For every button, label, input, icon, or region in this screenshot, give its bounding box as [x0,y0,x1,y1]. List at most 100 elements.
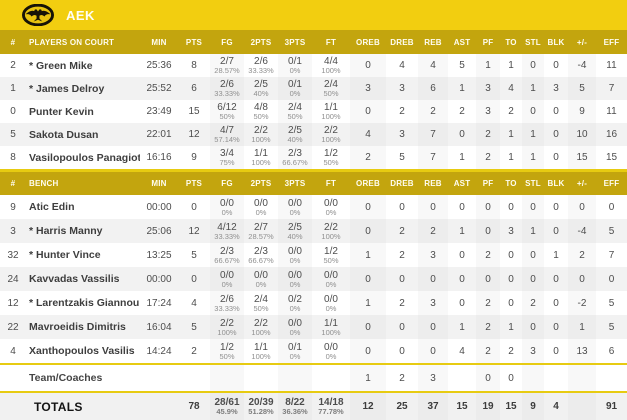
col-header-pm: +/- [568,172,596,195]
cell-p2: 2/5 40% [244,77,278,100]
col-header-pts: PTS [178,172,210,195]
made-attempted: 4/7 [220,125,234,136]
cell-pts: 0 [191,201,197,213]
cell-stl: 9 [522,393,544,420]
col-header-fg: FG [210,172,244,195]
cell-blk [544,365,568,391]
shot-percentage: 100% [251,351,271,361]
separator-bar [0,169,627,172]
player-name[interactable]: * Larentzakis Giannoulis [29,297,140,309]
made-attempted: 0/0 [288,269,302,281]
player-row: 3 * Harris Manny 25:06 12 4/12 33.33% 2/7 28.57… [0,219,627,243]
player-name: Team/Coaches [29,372,103,384]
made-attempted: 1/2 [324,245,338,257]
separator-bar [0,391,627,393]
made-attempted: 1/1 [324,102,338,113]
cell-reb: 7 [418,146,448,169]
shot-percentage: 0% [289,327,301,337]
cell-min: 25:52 [140,77,178,100]
cell-reb: 3 [418,243,448,267]
cell-to: 0 [508,297,514,309]
made-attempted: 0/0 [324,293,338,305]
cell-fg: 0/0 0% [210,195,244,219]
player-name[interactable]: * Hunter Vince [29,249,101,261]
player-row: 4 Xanthopoulos Vasilis 14:24 2 1/2 50% 1/1 100%… [0,339,627,363]
cell-eff [596,365,627,391]
cell-ast: 1 [448,77,476,100]
cell-oreb: 3 [350,77,386,100]
shot-percentage: 40% [287,231,303,241]
shot-percentage: 45.9% [216,407,238,416]
cell-blk: 0 [544,315,568,339]
cell-blk: 0 [544,267,568,291]
cell-num: 9 [10,201,16,213]
cell-pm [568,393,596,420]
cell-reb: 7 [418,123,448,146]
player-name[interactable]: * Green Mike [29,59,93,72]
made-attempted: 0/0 [254,197,268,209]
cell-dreb: 0 [399,345,405,357]
player-name[interactable]: Sakota Dusan [26,123,140,146]
cell-ast: 0 [448,267,476,291]
cell-eff: 6 [608,345,615,357]
made-attempted: 2/5 [288,125,302,136]
cell-ft: 2/2 100% [312,123,350,146]
player-name[interactable]: Atic Edin [29,201,75,213]
totals-row: TOTALS 78 28/61 45.9% 20/39 51.28% 8/22 36.36% 1… [0,393,627,420]
cell-p3 [278,365,312,391]
col-header-p3: 3PTS [278,30,312,54]
cell-p2: 2/3 66.67% [244,243,278,267]
cell-ft: 4/4 100% [312,54,350,77]
col-header-stl: STL [522,172,544,195]
cell-num: 0 [10,106,16,117]
section-separator [0,363,627,365]
cell-pts: 15 [188,106,200,117]
cell-ft: 2/2 100% [312,219,350,243]
cell-stl: 0 [522,54,544,77]
cell-pts: 5 [178,315,210,339]
player-name[interactable]: * Harris Manny [26,219,140,243]
cell-blk: 0 [553,152,559,163]
cell-pf: 0 [476,365,500,391]
cell-num: 4 [10,345,16,357]
cell-oreb: 1 [350,243,386,267]
cell-ast: 1 [448,315,476,339]
cell-p2: 2/7 28.57% [244,219,278,243]
cell-to: 2 [508,106,514,117]
cell-p2 [244,365,278,391]
cell-stl: 0 [522,100,544,123]
col-header-blk: BLK [544,172,568,195]
col-header-eff: EFF [596,30,627,54]
player-name[interactable]: Xanthopoulos Vasilis [29,345,135,357]
cell-to: 3 [500,219,522,243]
cell-ast: 4 [459,345,465,357]
col-header-min: MIN [140,30,178,54]
col-header-eff: EFF [596,172,627,195]
player-name[interactable]: Kavvadas Vassilis [26,267,140,291]
cell-fg [210,365,244,391]
cell-oreb: 0 [350,195,386,219]
cell-stl: 0 [522,267,544,291]
made-attempted: 2/4 [324,79,338,90]
player-name[interactable]: Punter Kevin [29,105,94,118]
cell-ft: 1/1 100% [312,100,350,123]
cell-blk: 0 [553,106,559,117]
cell-ft: 0/0 0% [312,195,350,219]
player-row: 22 Mavroeidis Dimitris 16:04 5 2/2 100% 2/2 100… [0,315,627,339]
shot-percentage: 66.67% [282,158,308,167]
made-attempted: 0/0 [324,269,338,281]
cell-ft: 1/2 50% [312,243,350,267]
col-header-min: MIN [140,172,178,195]
cell-ft: 0/0 0% [312,339,350,363]
shot-percentage: 0% [325,303,337,313]
cell-p3: 0/1 0% [278,54,312,77]
cell-reb: 4 [418,54,448,77]
player-row: 1 * James Delroy 25:52 6 2/6 33.33% 2/5 40% 0/1 0… [0,77,627,100]
player-name[interactable]: * James Delroy [26,77,140,100]
cell-eff: 91 [596,393,627,420]
cell-p2: 1/1 100% [244,146,278,169]
cell-ast: 1 [448,219,476,243]
player-name[interactable]: Vasilopoulos Panagiotis [29,151,140,164]
player-name[interactable]: Mavroeidis Dimitris [26,315,140,339]
cell-oreb: 4 [350,123,386,146]
